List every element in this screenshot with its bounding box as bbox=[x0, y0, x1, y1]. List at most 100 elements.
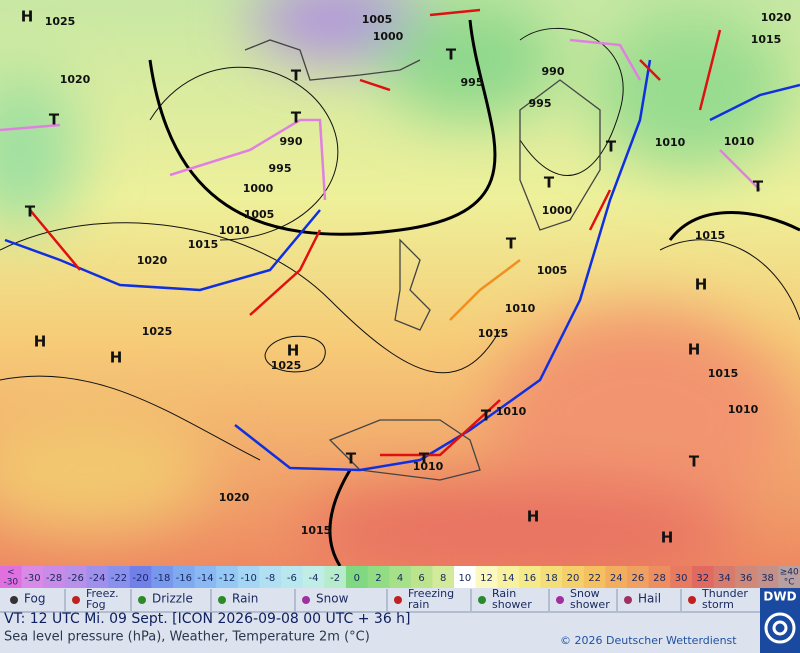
pressure-label: 1015 bbox=[695, 229, 726, 242]
pressure-center: T bbox=[446, 46, 457, 64]
scale-label: 10 bbox=[458, 573, 471, 584]
scale-label: 26 bbox=[631, 573, 644, 584]
pressure-center: H bbox=[695, 276, 708, 294]
legend-symbol bbox=[72, 596, 80, 604]
scale-cell bbox=[497, 566, 520, 588]
pressure-center: T bbox=[346, 450, 357, 468]
scale-label: 2 bbox=[375, 573, 381, 584]
scale-cell bbox=[454, 566, 477, 588]
scale-cell bbox=[194, 566, 217, 588]
pressure-label: 995 bbox=[529, 97, 552, 110]
pressure-label: 1010 bbox=[724, 135, 755, 148]
pressure-center: T bbox=[753, 178, 764, 196]
pressure-center: H bbox=[661, 529, 674, 547]
pressure-label: 1005 bbox=[362, 13, 393, 26]
pressure-label: 1005 bbox=[537, 264, 568, 277]
scale-label: 12 bbox=[480, 573, 493, 584]
copyright: © 2026 Deutscher Wetterdienst bbox=[560, 634, 737, 647]
scale-label: -4 bbox=[309, 573, 319, 584]
legend-label: Freezing bbox=[408, 587, 454, 600]
scale-label: 30 bbox=[675, 573, 688, 584]
scale-cell bbox=[778, 566, 800, 588]
scale-cell bbox=[670, 566, 693, 588]
legend-symbol bbox=[302, 596, 310, 604]
logo-swirl bbox=[772, 620, 788, 636]
scale-label: 4 bbox=[397, 573, 403, 584]
scale-label: ≥40 bbox=[780, 568, 799, 578]
scale-label: 18 bbox=[545, 573, 558, 584]
scale-label: -14 bbox=[197, 573, 213, 584]
temperature-scale: <-30 -30 -28 -26 -24 -22 -20 -18 -16 -14 -12 -10 -8-… bbox=[0, 566, 800, 588]
pressure-center: T bbox=[544, 174, 555, 192]
scale-cell bbox=[713, 566, 736, 588]
scale-label: 14 bbox=[502, 573, 515, 584]
scale-cell bbox=[756, 566, 779, 588]
scale-cell bbox=[475, 566, 498, 588]
weather-legend: Fog Freez.Fog Drizzle Rain Snow FreezingrainR… bbox=[10, 587, 748, 611]
scale-cell bbox=[627, 566, 650, 588]
pressure-label: 995 bbox=[269, 162, 292, 175]
scale-cell bbox=[216, 566, 239, 588]
scale-label: -10 bbox=[240, 573, 256, 584]
pressure-label: 990 bbox=[542, 65, 565, 78]
logo-swirl bbox=[764, 612, 796, 644]
legend-label: Thunder bbox=[701, 587, 748, 600]
legend-symbol bbox=[218, 596, 226, 604]
pressure-center: T bbox=[49, 111, 60, 129]
pressure-label: 1000 bbox=[243, 182, 274, 195]
scale-cell bbox=[410, 566, 433, 588]
scale-label: -12 bbox=[219, 573, 235, 584]
pressure-label: 1020 bbox=[60, 73, 91, 86]
scale-label: 20 bbox=[567, 573, 580, 584]
pressure-label: 1000 bbox=[373, 30, 404, 43]
map: 1025 1005 1000 1020 1015 1020 995 990 995 990 995 1… bbox=[0, 0, 800, 580]
pressure-label: 1025 bbox=[142, 325, 173, 338]
legend-label: Drizzle bbox=[152, 592, 193, 606]
legend-label: shower bbox=[492, 598, 532, 611]
legend-label: Snow bbox=[570, 587, 600, 600]
scale-cell bbox=[172, 566, 196, 588]
pressure-label: 1015 bbox=[301, 524, 332, 537]
pressure-center: T bbox=[481, 407, 492, 425]
scale-cell bbox=[21, 566, 44, 588]
scale-cell bbox=[583, 566, 606, 588]
scale-cell bbox=[345, 566, 369, 588]
legend-label: Snow bbox=[316, 592, 349, 606]
legend-symbol bbox=[10, 596, 18, 604]
scale-cell bbox=[86, 566, 109, 588]
pressure-label: 1005 bbox=[244, 208, 275, 221]
pressure-center: T bbox=[419, 450, 430, 468]
pressure-label: 1010 bbox=[413, 460, 444, 473]
scale-label: -6 bbox=[287, 573, 297, 584]
scale-label: < bbox=[7, 568, 15, 578]
scale-label: 0 bbox=[354, 573, 360, 584]
scale-label: -8 bbox=[265, 573, 275, 584]
scale-label: 38 bbox=[761, 573, 774, 584]
legend-label: Rain bbox=[232, 592, 258, 606]
legend-symbol bbox=[688, 596, 696, 604]
scale-cell bbox=[605, 566, 628, 588]
scale-label: °C bbox=[784, 578, 795, 588]
scale-cell bbox=[108, 566, 131, 588]
scale-cell bbox=[281, 566, 304, 588]
scale-cell bbox=[389, 566, 412, 588]
scale-label: -16 bbox=[176, 573, 192, 584]
pressure-center: T bbox=[689, 453, 700, 471]
scale-cell bbox=[0, 566, 23, 588]
pressure-label: 1025 bbox=[271, 359, 302, 372]
legend-symbol bbox=[138, 596, 146, 604]
scale-cell bbox=[43, 566, 66, 588]
pressure-center: H bbox=[34, 333, 47, 351]
scale-label: -18 bbox=[154, 573, 170, 584]
scale-cell bbox=[735, 566, 758, 588]
pressure-label: 1010 bbox=[496, 405, 527, 418]
pressure-label: 1015 bbox=[751, 33, 782, 46]
scale-label: -26 bbox=[68, 573, 84, 584]
scale-cell bbox=[540, 566, 563, 588]
pressure-center: T bbox=[291, 67, 302, 85]
legend-label: Rain bbox=[492, 587, 516, 600]
scale-cell bbox=[324, 566, 347, 588]
scale-cell bbox=[151, 566, 174, 588]
scale-cell bbox=[367, 566, 390, 588]
